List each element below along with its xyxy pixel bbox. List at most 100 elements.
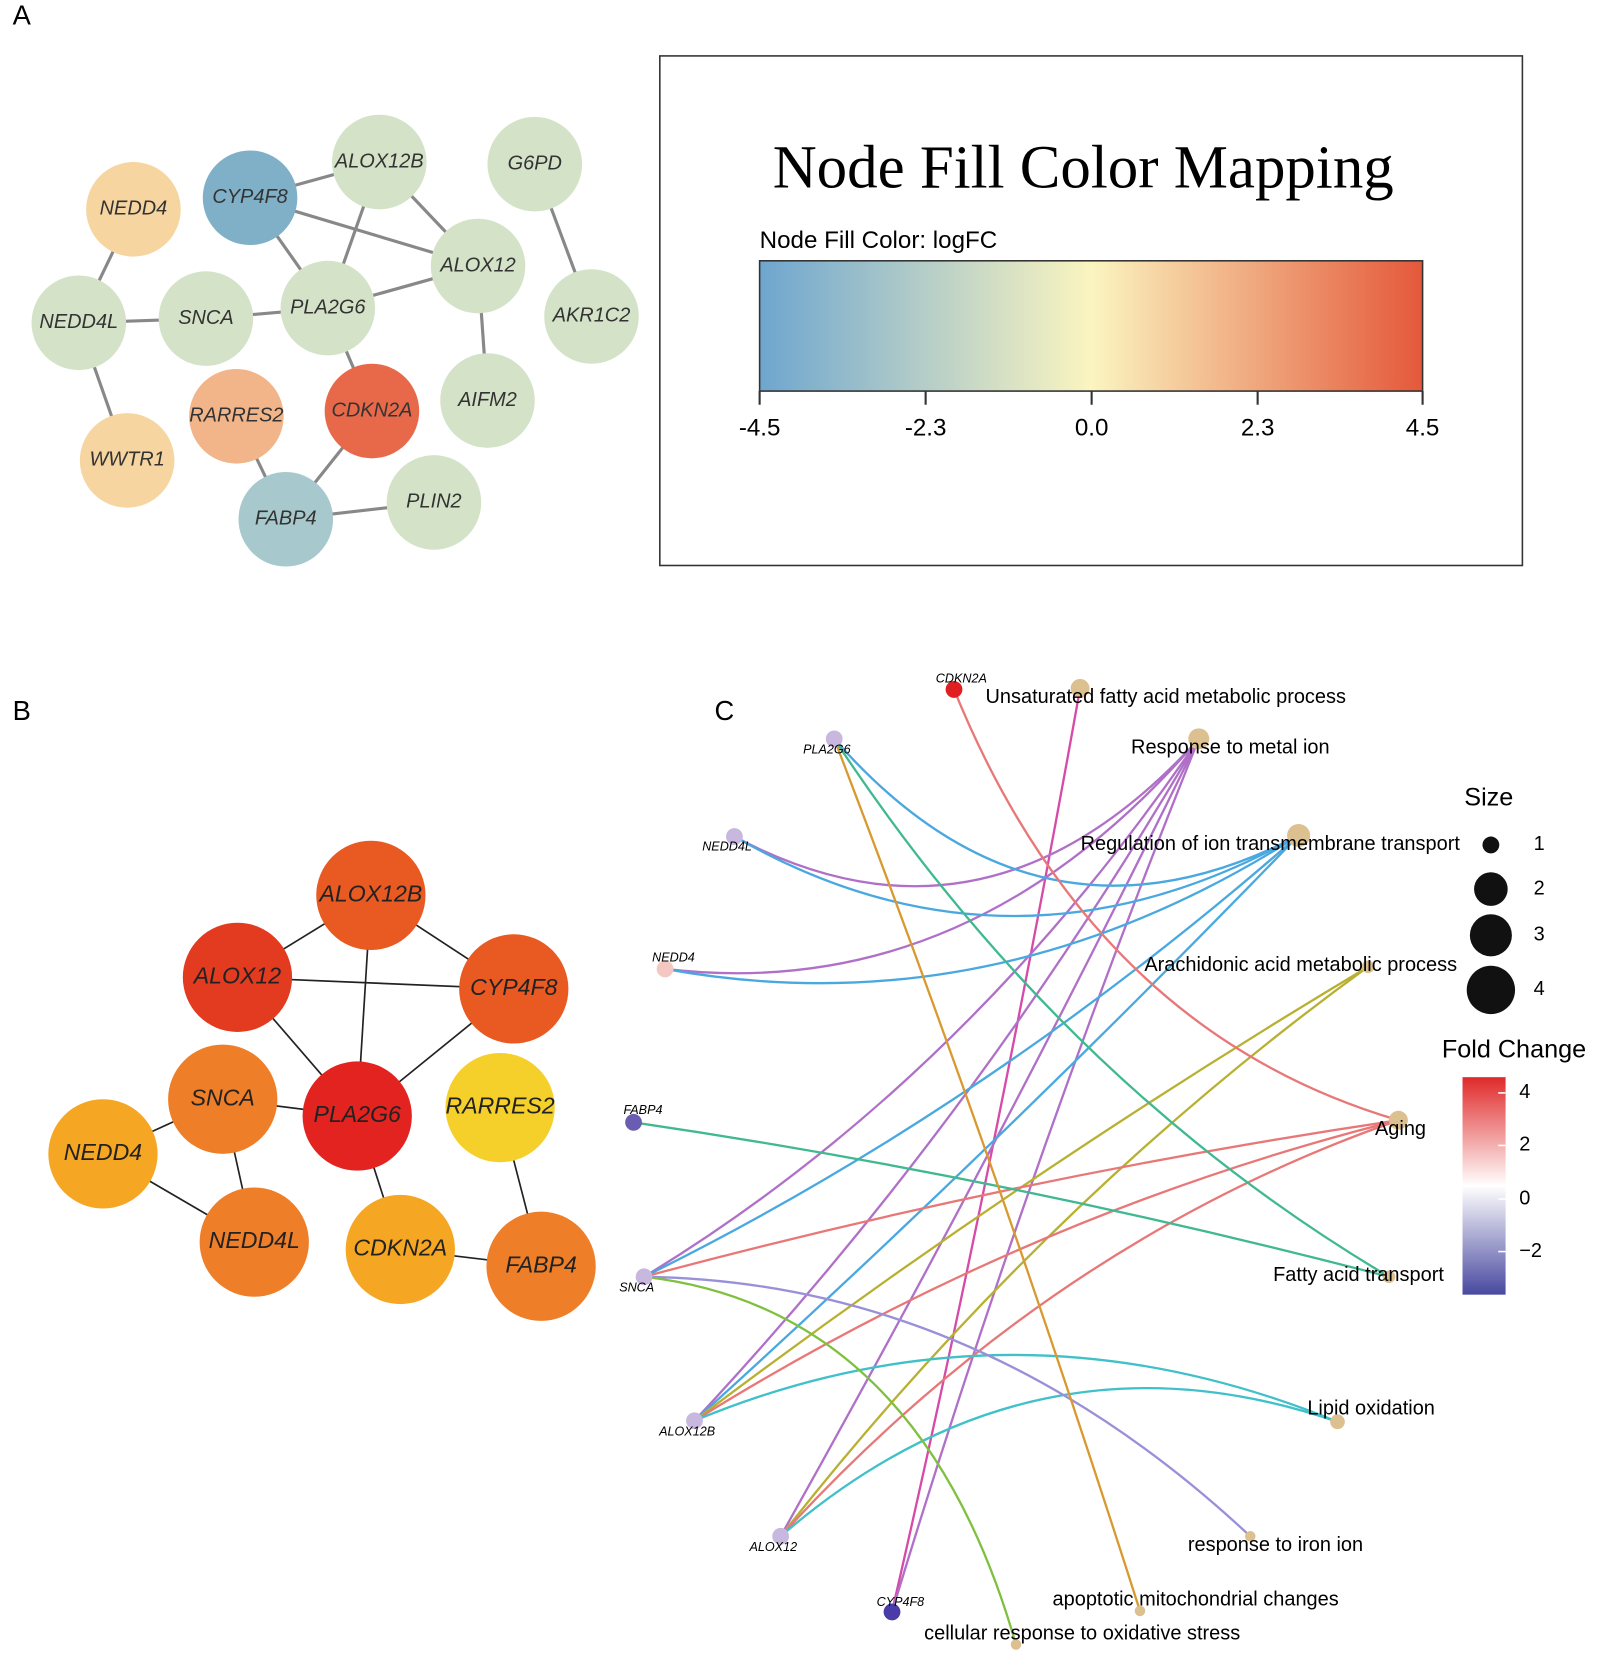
link	[779, 1387, 1338, 1538]
node	[302, 1061, 412, 1171]
node	[544, 269, 639, 364]
node-label: PLA2G6	[290, 296, 366, 318]
link	[890, 738, 1200, 1613]
gene-dot	[625, 1113, 642, 1131]
fold-label: −2	[1519, 1240, 1542, 1262]
fold-label: 4	[1519, 1081, 1530, 1103]
node	[445, 1052, 555, 1163]
link	[779, 1119, 1399, 1538]
link	[733, 834, 1300, 918]
node	[459, 934, 569, 1044]
size-label: 2	[1534, 877, 1545, 899]
size-legend-title: Size	[1464, 783, 1513, 811]
link	[643, 834, 1300, 1278]
size-dot	[1466, 965, 1516, 1015]
link	[644, 1275, 1252, 1538]
term-label: Arachidonic acid metabolic process	[1144, 954, 1457, 976]
node	[345, 1194, 455, 1305]
term-label: Fatty acid transport	[1273, 1264, 1444, 1286]
node	[316, 840, 426, 951]
gene-label: NEDD4	[652, 951, 695, 965]
size-dot	[1469, 914, 1512, 957]
link	[664, 738, 1200, 975]
term-label: Lipid oxidation	[1307, 1397, 1435, 1419]
size-label: 1	[1534, 833, 1545, 855]
gene-label: PLA2G6	[803, 743, 851, 757]
node	[168, 1044, 278, 1154]
node-label: NEDD4L	[39, 311, 118, 333]
gene-dot	[656, 960, 674, 978]
node-label: CYP4F8	[212, 186, 287, 208]
link	[779, 738, 1200, 1537]
fold-legend-title: Fold Change	[1442, 1036, 1586, 1064]
size-dot	[1474, 872, 1508, 906]
link	[693, 738, 1200, 1422]
gene-label: SNCA	[619, 1281, 654, 1295]
link	[643, 1119, 1399, 1278]
legend-title: Node Fill Color Mapping	[773, 135, 1394, 202]
fold-color-bar	[1462, 1077, 1506, 1295]
term-label: cellular response to oxidative stress	[924, 1622, 1240, 1644]
term-dot	[1070, 678, 1090, 698]
node	[79, 413, 175, 508]
term-dot	[1010, 1639, 1022, 1650]
link	[643, 738, 1200, 1278]
node-label: SNCA	[191, 1084, 255, 1110]
tick-label: 2.3	[1241, 414, 1275, 441]
node	[440, 353, 535, 448]
legend-subtitle: Node Fill Color: logFC	[760, 227, 998, 254]
node	[202, 150, 298, 246]
tick-label: 0.0	[1075, 414, 1109, 441]
gene-label: ALOX12	[748, 1540, 797, 1554]
fold-label: 0	[1519, 1187, 1530, 1209]
node-label: NEDD4	[100, 198, 168, 220]
link	[693, 1119, 1399, 1422]
term-dot	[1330, 1414, 1345, 1430]
link	[643, 1275, 1018, 1645]
link	[779, 965, 1369, 1538]
panel-label: C	[714, 695, 734, 726]
term-label: Unsaturated fatty acid metabolic process	[986, 686, 1346, 708]
tick-label: -2.3	[905, 414, 947, 441]
size-label: 3	[1534, 924, 1545, 946]
size-dot	[1482, 836, 1500, 854]
node	[86, 162, 181, 257]
node-label: PLIN2	[406, 491, 461, 513]
node-label: CDKN2A	[353, 1235, 447, 1261]
gene-dot	[686, 1412, 703, 1430]
link	[633, 1121, 1390, 1278]
size-label: 4	[1534, 978, 1545, 1000]
gene-dot	[635, 1268, 653, 1286]
term-label: Regulation of ion transmembrane transpor…	[1081, 833, 1461, 855]
node	[386, 455, 482, 550]
node-label: G6PD	[508, 152, 562, 174]
node	[199, 1187, 309, 1297]
tick-label: 4.5	[1406, 414, 1440, 441]
term-dot	[1134, 1605, 1146, 1617]
color-bar	[758, 260, 1424, 392]
link	[694, 1353, 1338, 1423]
link	[890, 688, 1082, 1613]
term-label: response to iron ion	[1188, 1534, 1363, 1556]
tick-label: -4.5	[739, 414, 781, 441]
link	[693, 965, 1369, 1422]
node-label: FABP4	[505, 1251, 577, 1277]
gene-label: FABP4	[624, 1103, 663, 1117]
node-label: NEDD4	[64, 1139, 142, 1165]
link	[693, 834, 1300, 1422]
node	[324, 363, 420, 459]
node-label: SNCA	[178, 307, 233, 329]
node-label: RARRES2	[446, 1093, 555, 1119]
node	[182, 922, 293, 1032]
node-label: PLA2G6	[314, 1101, 402, 1127]
node-label: RARRES2	[189, 405, 283, 427]
node-label: CDKN2A	[331, 399, 412, 421]
term-dot	[1361, 960, 1375, 974]
node	[332, 114, 427, 210]
node-label: ALOX12B	[334, 150, 424, 172]
gene-dot	[772, 1527, 790, 1545]
panel-label: B	[13, 695, 31, 726]
link	[833, 738, 1142, 1612]
